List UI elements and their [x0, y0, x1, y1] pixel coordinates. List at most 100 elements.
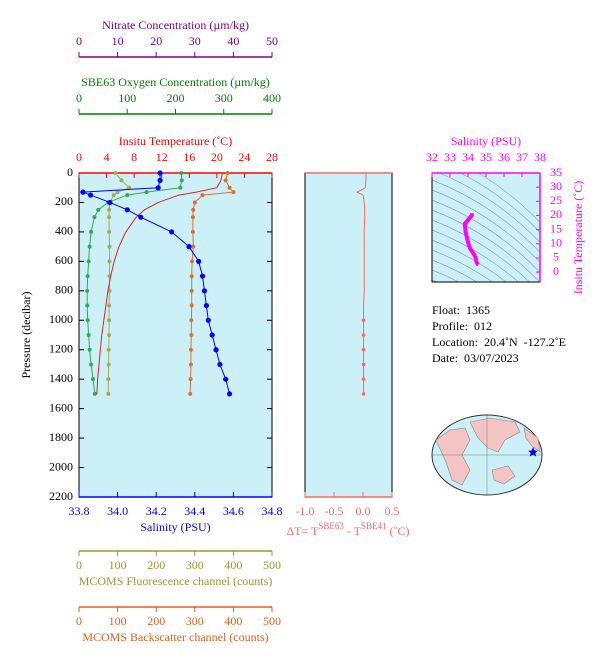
profile-marker: [200, 193, 205, 198]
profile-marker: [107, 259, 112, 264]
x-tick-label: 34.2: [146, 504, 167, 518]
profile-marker: [92, 215, 97, 220]
x-tick-label: 20: [211, 150, 223, 164]
profile-marker: [190, 259, 195, 264]
x-tick-label: 34.4: [184, 504, 205, 518]
profile-marker: [87, 192, 94, 198]
x-axis-title-part: ΔT= T: [286, 524, 319, 538]
profile-marker: [188, 347, 193, 352]
x-tick-label: 4: [104, 150, 110, 164]
profile-marker: [86, 333, 91, 337]
profile-marker: [92, 391, 97, 396]
x-tick-label: 16: [183, 150, 195, 164]
x-axis-title: MCOMS Fluorescence channel (counts): [79, 574, 273, 588]
delta-t-marker: [361, 377, 366, 381]
world-map: [431, 414, 543, 496]
y-tick-label: 2200: [49, 489, 73, 503]
profile-marker: [144, 190, 149, 195]
profile-marker: [169, 229, 175, 235]
delta-t-marker: [361, 392, 366, 396]
x-tick-label: 24: [238, 150, 250, 164]
x-tick-label: 200: [167, 91, 185, 105]
density-contour: [432, 239, 507, 282]
density-contour: [460, 173, 540, 233]
profile-marker: [106, 347, 111, 352]
density-contour: [432, 229, 519, 282]
profile-marker: [89, 229, 94, 234]
density-contour: [432, 219, 530, 282]
x-tick-label: 0: [76, 150, 82, 164]
profile-marker: [203, 302, 209, 309]
profile-marker: [111, 193, 116, 198]
profile-marker: [231, 190, 236, 195]
y-axis-title: Pressure (decibar): [19, 292, 33, 379]
x-tick-label: 400: [224, 558, 242, 572]
x-tick-label: 36: [498, 150, 510, 164]
profile-marker: [225, 171, 230, 175]
y-tick-label: 200: [55, 194, 73, 208]
delta-t-marker: [361, 318, 366, 323]
profile-marker: [191, 207, 196, 212]
plot-background: [78, 172, 273, 498]
y-tick-label: 2000: [49, 459, 73, 473]
x-tick-label: 10: [112, 34, 124, 48]
profile-marker: [179, 171, 184, 175]
x-tick-label: 8: [131, 150, 137, 164]
profile-marker: [179, 178, 184, 183]
profile-marker: [106, 377, 111, 382]
y-tick-label: 1000: [49, 312, 73, 326]
delta-t-marker: [361, 362, 366, 367]
profile-marker: [189, 288, 194, 293]
profile-marker: [190, 229, 195, 234]
profile-marker: [107, 207, 112, 212]
x-tick-label: 34.6: [223, 504, 244, 518]
x-tick-label: -1.0: [296, 504, 315, 518]
x-tick-label: 32: [426, 150, 438, 164]
x-axis-title: SBE63 Oxygen Concentration (µm/kg): [81, 75, 270, 89]
profile-marker: [125, 193, 130, 198]
profile-marker: [138, 214, 144, 220]
y-tick-label: 10: [550, 236, 562, 250]
profile-marker: [119, 178, 124, 183]
y-tick-label: 1400: [49, 371, 73, 385]
profile-marker: [201, 288, 208, 294]
profile-marker: [107, 229, 112, 234]
y-tick-label: 600: [55, 253, 73, 267]
profile-marker: [85, 288, 90, 293]
density-contour: [432, 209, 540, 282]
profile-marker: [90, 377, 95, 382]
y-tick-label: 800: [55, 283, 73, 297]
x-tick-label: 40: [227, 34, 239, 48]
x-axis-title: Salinity (PSU): [140, 520, 210, 534]
density-contour: [432, 179, 540, 253]
profile-marker: [157, 170, 163, 176]
density-contour: [432, 189, 540, 263]
y-tick-label: 25: [550, 193, 562, 207]
profile-marker: [213, 347, 219, 353]
profile-marker: [89, 362, 94, 367]
profile-line: [86, 172, 183, 394]
density-contours: [432, 173, 540, 282]
profile-marker: [85, 274, 90, 279]
profile-marker: [106, 362, 111, 367]
profile-marker: [85, 318, 90, 323]
info-line: Location: 20.4˚N -127.2˚E: [432, 335, 566, 349]
x-tick-label: 100: [109, 558, 127, 572]
profile-marker: [80, 189, 86, 195]
x-tick-label: 0.5: [385, 504, 400, 518]
x-tick-label: 0: [76, 614, 82, 628]
profile-marker: [107, 333, 112, 337]
profile-marker: [178, 185, 183, 190]
profile-marker: [155, 185, 161, 191]
profile-marker: [189, 333, 194, 337]
x-tick-label: 34.8: [262, 504, 283, 518]
profile-marker: [85, 303, 90, 308]
profile-marker: [87, 244, 92, 249]
delta-t-marker: [361, 347, 366, 352]
profile-marker: [189, 274, 194, 279]
profile-marker: [87, 347, 92, 352]
x-tick-label: 34.0: [107, 504, 128, 518]
profile-marker: [223, 178, 228, 183]
profile-marker: [86, 259, 91, 264]
y-tick-label: 0: [67, 165, 73, 179]
